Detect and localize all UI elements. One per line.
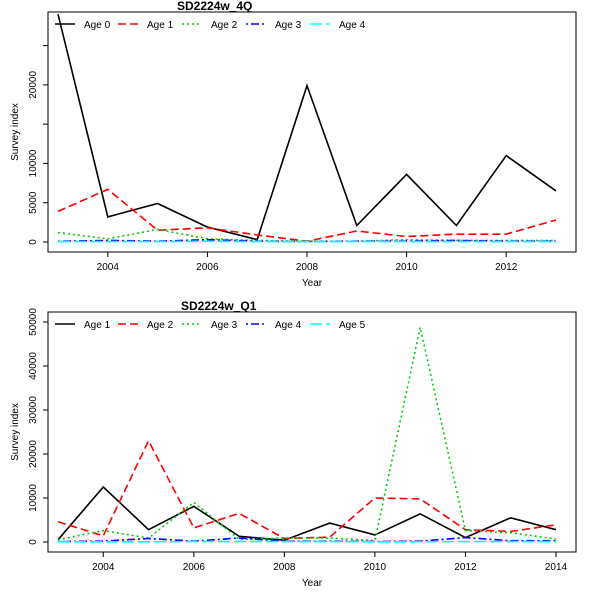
legend-label: Age 2 (147, 320, 174, 331)
series-line-age-0 (58, 14, 556, 240)
y-axis-label: Survey index (10, 403, 21, 461)
y-tick-label: 10000 (28, 149, 39, 177)
legend-label: Age 1 (84, 320, 111, 331)
legend-label: Age 0 (84, 20, 111, 31)
series-line-age-3 (58, 327, 556, 540)
y-tick-label: 10000 (28, 484, 39, 512)
chart-panel-1: SD2224w_4Q 2004 2006 2008 2010 2012 Year 0 5000 1… (10, 0, 576, 289)
series-line-age-1 (58, 487, 556, 540)
x-tick-label: 2008 (273, 562, 296, 573)
legend-label: Age 3 (275, 20, 302, 31)
x-tick-label: 2006 (183, 562, 206, 573)
y-tick-label: 20000 (28, 440, 39, 468)
y-tick-label: 20000 (28, 71, 39, 99)
x-tick-label: 2004 (92, 562, 115, 573)
x-tick-label: 2014 (545, 562, 568, 573)
plot-frame (48, 312, 576, 552)
x-tick-label: 2010 (364, 562, 387, 573)
x-tick-label: 2012 (495, 262, 518, 273)
y-tick-label: 5000 (28, 191, 39, 214)
x-tick-label: 2004 (97, 262, 120, 273)
y-tick-label: 50000 (28, 308, 39, 336)
y-tick-label: 30000 (28, 396, 39, 424)
series-line-age-2 (58, 441, 556, 539)
chart-panel-2: SD2224w_Q1 2004 2006 2008 2010 2012 2014 Year 0 1… (10, 299, 576, 589)
x-tick-label: 2012 (454, 562, 477, 573)
y-axis-label: Survey index (10, 103, 21, 161)
y-tick-label: 0 (28, 239, 39, 245)
legend-label: Age 4 (339, 20, 366, 31)
legend-label: Age 4 (275, 320, 302, 331)
x-axis-label: Year (302, 278, 323, 289)
y-tick-label: 40000 (28, 352, 39, 380)
plot-frame (48, 12, 576, 252)
series-line-age-2 (58, 229, 556, 241)
legend-label: Age 5 (339, 320, 366, 331)
x-tick-label: 2010 (395, 262, 418, 273)
chart-title: SD2224w_Q1 (181, 299, 257, 313)
legend-label: Age 1 (147, 20, 174, 31)
legend-label: Age 2 (211, 20, 238, 31)
y-tick-label: 0 (28, 539, 39, 545)
x-tick-label: 2006 (196, 262, 219, 273)
x-tick-label: 2008 (296, 262, 319, 273)
x-axis-label: Year (302, 578, 323, 589)
chart-title: SD2224w_4Q (177, 0, 252, 13)
legend-label: Age 3 (211, 320, 238, 331)
